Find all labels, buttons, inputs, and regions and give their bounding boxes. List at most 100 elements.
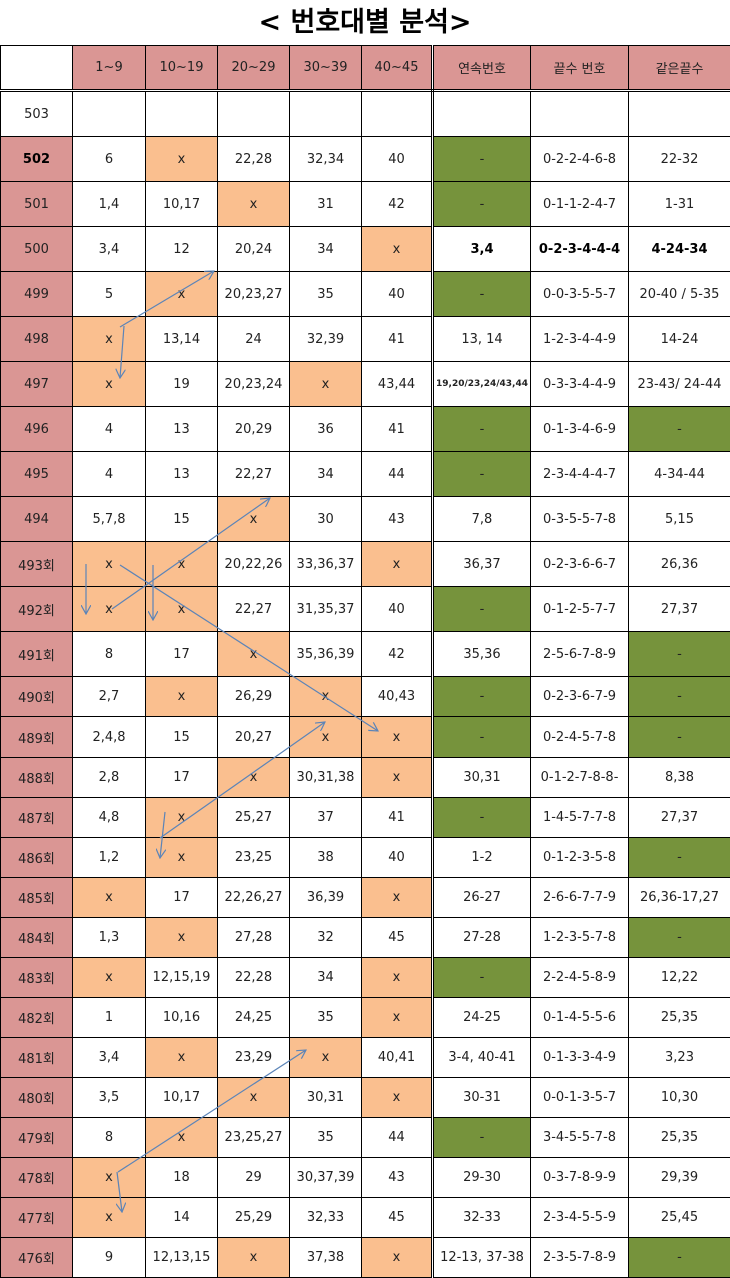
round-label: 478회 (1, 1158, 73, 1198)
data-cell: 35 (290, 272, 362, 317)
data-cell: x (362, 958, 433, 998)
data-cell: 3,5 (73, 1078, 146, 1118)
data-cell: - (629, 677, 730, 717)
round-label: 480회 (1, 1078, 73, 1118)
data-cell: 40,43 (362, 677, 433, 717)
data-cell: 26,36 (629, 542, 730, 587)
data-cell: 26-27 (433, 878, 531, 918)
data-cell: 1-4-5-7-7-8 (531, 798, 629, 838)
data-cell: 35 (290, 998, 362, 1038)
data-cell: 0-2-3-6-7-9 (531, 677, 629, 717)
data-cell: 8,38 (629, 758, 730, 798)
table-row: 503 (1, 91, 730, 137)
data-cell: 1-2 (433, 838, 531, 878)
data-cell (73, 91, 146, 137)
data-cell: 20,23,27 (218, 272, 290, 317)
data-cell: 24 (218, 317, 290, 362)
data-cell: 20,23,24 (218, 362, 290, 407)
data-cell: 13, 14 (433, 317, 531, 362)
data-cell: 22,28 (218, 958, 290, 998)
data-cell: 12 (146, 227, 218, 272)
data-cell: 1-2-3-5-7-8 (531, 918, 629, 958)
column-header: 끝수 번호 (531, 46, 629, 91)
data-cell: 4-34-44 (629, 452, 730, 497)
data-cell: 6 (73, 137, 146, 182)
data-cell: 0-2-3-4-4-4 (531, 227, 629, 272)
data-cell (362, 91, 433, 137)
column-header: 1~9 (73, 46, 146, 91)
data-cell: 0-0-1-3-5-7 (531, 1078, 629, 1118)
data-cell: x (290, 717, 362, 758)
data-cell: x (218, 182, 290, 227)
data-cell: 26,29 (218, 677, 290, 717)
data-cell: 15 (146, 497, 218, 542)
data-cell: x (362, 227, 433, 272)
data-cell: 1-2-3-4-4-9 (531, 317, 629, 362)
data-cell: 43 (362, 497, 433, 542)
data-cell: 19 (146, 362, 218, 407)
data-cell: 0-2-2-4-6-8 (531, 137, 629, 182)
data-cell: 30,31,38 (290, 758, 362, 798)
data-cell: 29,39 (629, 1158, 730, 1198)
data-cell: 32-33 (433, 1198, 531, 1238)
data-cell: 34 (290, 958, 362, 998)
data-cell: 41 (362, 407, 433, 452)
round-label: 484회 (1, 918, 73, 958)
data-cell (146, 91, 218, 137)
data-cell: 14-24 (629, 317, 730, 362)
data-cell: 27,28 (218, 918, 290, 958)
data-cell: 1,4 (73, 182, 146, 227)
data-cell: 12,22 (629, 958, 730, 998)
data-cell: 0-0-3-5-5-7 (531, 272, 629, 317)
data-cell: 19,20/23,24/43,44 (433, 362, 531, 407)
column-header: 20~29 (218, 46, 290, 91)
data-cell (433, 91, 531, 137)
data-cell: 10,16 (146, 998, 218, 1038)
data-cell: x (73, 1198, 146, 1238)
data-cell: x (73, 1158, 146, 1198)
data-cell: 45 (362, 1198, 433, 1238)
data-cell: 32,33 (290, 1198, 362, 1238)
data-cell: 10,17 (146, 182, 218, 227)
data-cell: 2-3-4-4-4-7 (531, 452, 629, 497)
data-cell: x (218, 497, 290, 542)
data-cell: - (433, 137, 531, 182)
data-cell: 35,36 (433, 632, 531, 677)
data-cell: 40 (362, 137, 433, 182)
data-cell: x (146, 838, 218, 878)
data-cell: 24-25 (433, 998, 531, 1038)
data-cell: 1,2 (73, 838, 146, 878)
round-label: 490회 (1, 677, 73, 717)
data-cell: 20,22,26 (218, 542, 290, 587)
data-cell: 23,25 (218, 838, 290, 878)
data-cell: 2,4,8 (73, 717, 146, 758)
data-cell: 36 (290, 407, 362, 452)
data-cell: 4 (73, 407, 146, 452)
column-header: 같은끝수 (629, 46, 730, 91)
data-cell: 31,35,37 (290, 587, 362, 632)
data-cell: 26,36-17,27 (629, 878, 730, 918)
data-cell: 24,25 (218, 998, 290, 1038)
data-cell: - (433, 587, 531, 632)
data-cell: 0-3-5-5-7-8 (531, 497, 629, 542)
data-cell: 13,14 (146, 317, 218, 362)
data-cell: 27,37 (629, 798, 730, 838)
round-label: 477회 (1, 1198, 73, 1238)
data-cell: x (73, 587, 146, 632)
data-cell: x (218, 758, 290, 798)
data-cell: 36,39 (290, 878, 362, 918)
data-cell: - (433, 452, 531, 497)
data-cell: 29 (218, 1158, 290, 1198)
data-cell: 0-1-1-2-4-7 (531, 182, 629, 227)
round-label: 476회 (1, 1238, 73, 1278)
